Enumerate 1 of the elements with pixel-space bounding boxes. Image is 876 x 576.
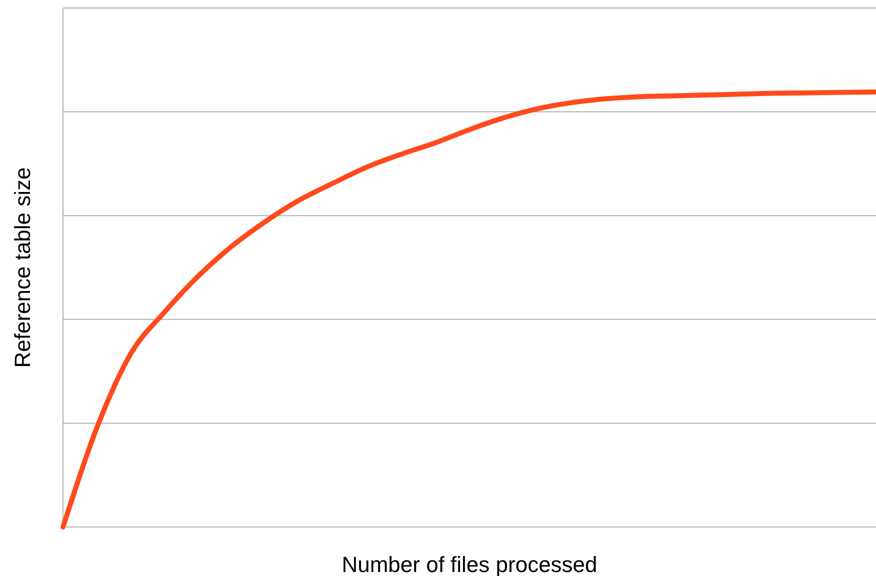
y-axis-title: Reference table size — [10, 167, 35, 368]
